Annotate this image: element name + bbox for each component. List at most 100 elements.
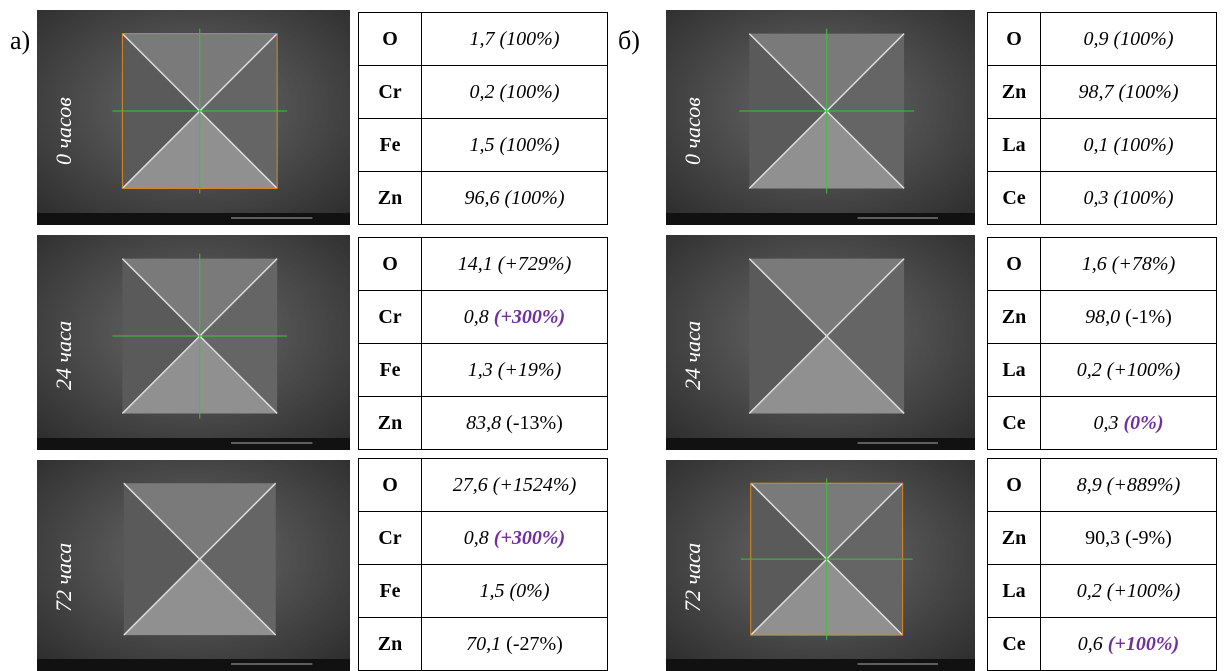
time-label: 0 часов	[680, 97, 706, 165]
value: 0,8	[464, 527, 489, 549]
value: 98,7	[1079, 81, 1114, 103]
change: (-13%)	[506, 412, 563, 434]
info-bar	[37, 438, 350, 450]
change: (+100%)	[1107, 359, 1180, 381]
element: Zn	[988, 291, 1041, 344]
info-bar	[37, 659, 350, 671]
table-row: O27,6 (+1524%)	[359, 459, 608, 512]
sem-image	[37, 460, 350, 671]
element: Zn	[988, 66, 1041, 119]
element: Fe	[359, 119, 422, 172]
time-label: 72 часа	[680, 543, 706, 612]
content: 14,1 (+729%)	[422, 238, 608, 291]
change: (100%)	[500, 28, 560, 50]
element: O	[988, 13, 1041, 66]
content: 0,2 (+100%)	[1041, 565, 1217, 618]
content: 0,8 (+300%)	[422, 512, 608, 565]
element: O	[359, 13, 422, 66]
value: 0,3	[1094, 412, 1119, 434]
element: La	[988, 344, 1041, 397]
element: Cr	[359, 66, 422, 119]
change: (-27%)	[506, 633, 563, 655]
value: 8,9	[1077, 474, 1102, 496]
table-row: Cr0,2 (100%)	[359, 66, 608, 119]
content: 1,7 (100%)	[422, 13, 608, 66]
time-label: 72 часа	[51, 543, 77, 612]
content: 27,6 (+1524%)	[422, 459, 608, 512]
value: 0,9	[1084, 28, 1109, 50]
value: 96,6	[465, 187, 500, 209]
value: 70,1	[466, 633, 501, 655]
content: 0,2 (+100%)	[1041, 344, 1217, 397]
element: Fe	[359, 344, 422, 397]
content: 1,5 (0%)	[422, 565, 608, 618]
table-row: Cr0,8 (+300%)	[359, 291, 608, 344]
change: (+729%)	[498, 253, 571, 275]
element: Zn	[359, 397, 422, 450]
change: (+100%)	[1107, 580, 1180, 602]
element: O	[988, 459, 1041, 512]
info-bar	[666, 659, 975, 671]
table-row: Zn 98,7 (100%)	[988, 66, 1217, 119]
element: Zn	[988, 512, 1041, 565]
time-label: 24 часа	[680, 321, 706, 390]
change: (+300%)	[494, 306, 565, 328]
content: 96,6 (100%)	[422, 172, 608, 225]
change: (0%)	[1124, 412, 1164, 434]
content: 8,9 (+889%)	[1041, 459, 1217, 512]
content: 70,1 (-27%)	[422, 618, 608, 671]
element: O	[359, 238, 422, 291]
value: 0,1	[1084, 134, 1109, 156]
value: 1,3	[468, 359, 493, 381]
element: Zn	[359, 172, 422, 225]
change: (-1%)	[1125, 306, 1172, 328]
change: (+100%)	[1108, 633, 1179, 655]
info-bar	[37, 213, 350, 225]
content: 90,3 (-9%)	[1041, 512, 1217, 565]
element: O	[988, 238, 1041, 291]
table-row: Zn98,0 (-1%)	[988, 291, 1217, 344]
value: 0,2	[1077, 580, 1102, 602]
value: 1,5	[480, 580, 505, 602]
content: 0,3 (100%)	[1041, 172, 1217, 225]
value: 98,0	[1085, 306, 1120, 328]
change: (-9%)	[1125, 527, 1172, 549]
content: 0,6 (+100%)	[1041, 618, 1217, 671]
change: (100%)	[505, 187, 565, 209]
change: (+78%)	[1112, 253, 1175, 275]
change: (100%)	[1119, 81, 1179, 103]
content: 0,2 (100%)	[422, 66, 608, 119]
change: (100%)	[500, 134, 560, 156]
change: (+1524%)	[493, 474, 576, 496]
change: (100%)	[1114, 134, 1174, 156]
change: (+19%)	[498, 359, 561, 381]
value: 0,3	[1084, 187, 1109, 209]
element: Zn	[359, 618, 422, 671]
content: 0,1 (100%)	[1041, 119, 1217, 172]
content: 0,3 (0%)	[1041, 397, 1217, 450]
sem-image	[666, 10, 975, 225]
element: Ce	[988, 397, 1041, 450]
value: 14,1	[458, 253, 493, 275]
table-row: Zn70,1 (-27%)	[359, 618, 608, 671]
value: 0,2	[1077, 359, 1102, 381]
change: (+889%)	[1107, 474, 1180, 496]
content: 98,0 (-1%)	[1041, 291, 1217, 344]
element: O	[359, 459, 422, 512]
content: 1,3 (+19%)	[422, 344, 608, 397]
sem-image	[37, 235, 350, 450]
content: 0,9 (100%)	[1041, 13, 1217, 66]
change: (+300%)	[494, 527, 565, 549]
value: 1,6	[1082, 253, 1107, 275]
time-label: 0 часов	[51, 97, 77, 165]
